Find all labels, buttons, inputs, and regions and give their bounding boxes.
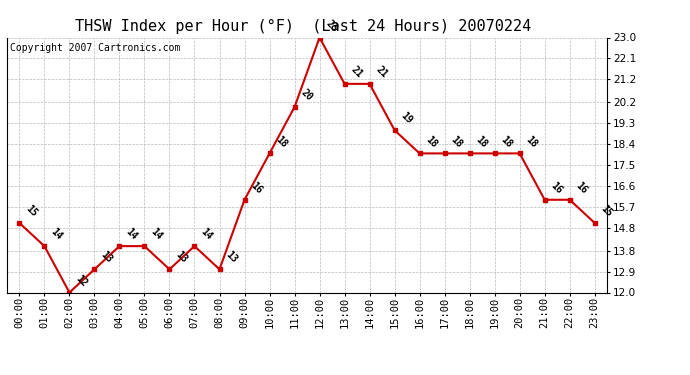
Text: 14: 14 [48,226,64,242]
Text: 18: 18 [424,134,439,149]
Text: 14: 14 [199,226,214,242]
Text: 13: 13 [99,250,114,265]
Text: 23: 23 [324,18,339,33]
Text: 18: 18 [524,134,539,149]
Text: 16: 16 [248,180,264,196]
Text: 15: 15 [599,203,614,219]
Text: 21: 21 [348,64,364,80]
Text: 13: 13 [224,250,239,265]
Text: 14: 14 [124,226,139,242]
Text: 15: 15 [23,203,39,219]
Text: 20: 20 [299,87,314,103]
Text: 16: 16 [549,180,564,196]
Text: 14: 14 [148,226,164,242]
Text: 18: 18 [274,134,289,149]
Text: 18: 18 [499,134,514,149]
Text: 19: 19 [399,111,414,126]
Text: Copyright 2007 Cartronics.com: Copyright 2007 Cartronics.com [10,43,180,52]
Text: THSW Index per Hour (°F)  (Last 24 Hours) 20070224: THSW Index per Hour (°F) (Last 24 Hours)… [75,19,532,34]
Text: 21: 21 [374,64,389,80]
Text: 16: 16 [574,180,589,196]
Text: 12: 12 [74,273,89,288]
Text: 18: 18 [448,134,464,149]
Text: 18: 18 [474,134,489,149]
Text: 13: 13 [174,250,189,265]
